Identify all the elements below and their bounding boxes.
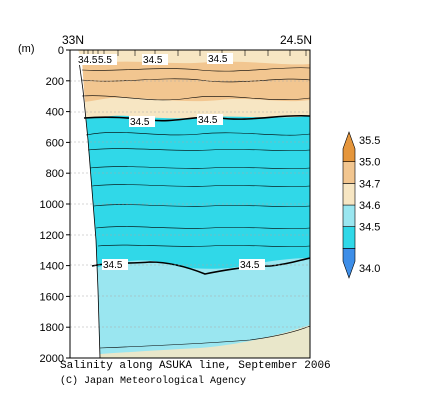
contour-label-bg [102,259,128,270]
contour-label-bg [197,114,223,125]
x-start-label: 33N [62,33,84,47]
y-tick-label: 400 [46,107,64,119]
bottom-band-light [100,325,310,358]
upper-band-orange [70,50,310,103]
contour-line [81,95,310,101]
colorbar-level-label: 34.6 [359,200,380,212]
colorbar-level-label: 35.5 [359,135,380,147]
contour-label-bg [239,259,265,270]
colorbar-level-label: 34.0 [359,263,380,275]
contour-line [93,204,310,207]
y-tick-label: 600 [46,137,64,149]
colorbar-legend: 34.0 34.5 34.6 34.7 35.0 35.5 [342,131,380,279]
contour-label: 34.5 [208,54,228,65]
y-tick-label: 800 [46,168,64,180]
y-tick-label: 200 [46,76,64,88]
y-tick-label: 1800 [40,322,64,334]
intermediate-low-salinity-band [70,112,310,275]
y-axis: 0 200 400 600 800 1000 1200 1400 1600 1800 2000 [40,45,70,365]
contour-label: 5.5 [98,55,112,66]
contour-line [91,184,310,187]
colorbar-level-label: 35.0 [359,157,380,169]
colorbar-swatch [342,183,356,206]
contour-label: 34.5 [198,115,218,126]
contour-label: 34.5 [143,55,163,66]
contour-label: 34.5 [78,55,98,66]
contour-line [99,325,310,349]
contour-line [97,244,310,247]
colorbar-swatch [342,204,356,227]
contour-line [81,67,310,72]
colorbar-swatch [342,131,356,162]
caption-credit: (C) Japan Meteorological Agency [60,376,247,387]
surface-band-light [70,50,310,65]
y-tick-label: 1000 [40,199,64,211]
y-tick-label: 0 [58,45,64,57]
contour-label-bg [97,54,117,65]
contour-label: 34.5 [130,117,150,128]
salinity-field [70,50,310,358]
contour-label-bg [77,54,103,65]
colorbar-level-label: 34.5 [359,222,380,234]
contour-label-bg [129,116,155,127]
contour-label-bg [142,54,168,65]
contour-label-bg [207,53,233,64]
contour-line [81,78,310,83]
caption-title: Salinity along ASUKA line, September 200… [60,360,331,372]
colorbar-swatch [342,248,356,279]
contour-label: 34.5 [103,260,123,271]
sea-floor-slope-line [77,53,101,359]
contour-34-5-upper [83,114,310,122]
contour-34-5-lower [91,257,310,275]
contour-label: 34.5 [240,260,260,271]
x-end-label: 24.5N [280,33,312,47]
y-axis-unit: (m) [18,43,35,55]
contour-line [85,132,310,136]
contour-line [89,166,310,169]
contour-line [95,226,310,229]
y-tick-label: 1600 [40,291,64,303]
colorbar-level-label: 34.7 [359,178,380,190]
y-tick-label: 2000 [40,353,64,365]
no-data-wedge [70,50,100,358]
y-tick-label: 1200 [40,230,64,242]
contour-34-5-lines [83,114,310,275]
y-tick-label: 1400 [40,261,64,273]
contour-line [87,148,310,151]
contour-labels: 34.5 5.5 34.5 34.534.5 34.534.5 34.5 [77,53,265,271]
colorbar-swatch [342,161,356,184]
colorbar-swatch [342,226,356,249]
contour-lines [81,67,310,349]
